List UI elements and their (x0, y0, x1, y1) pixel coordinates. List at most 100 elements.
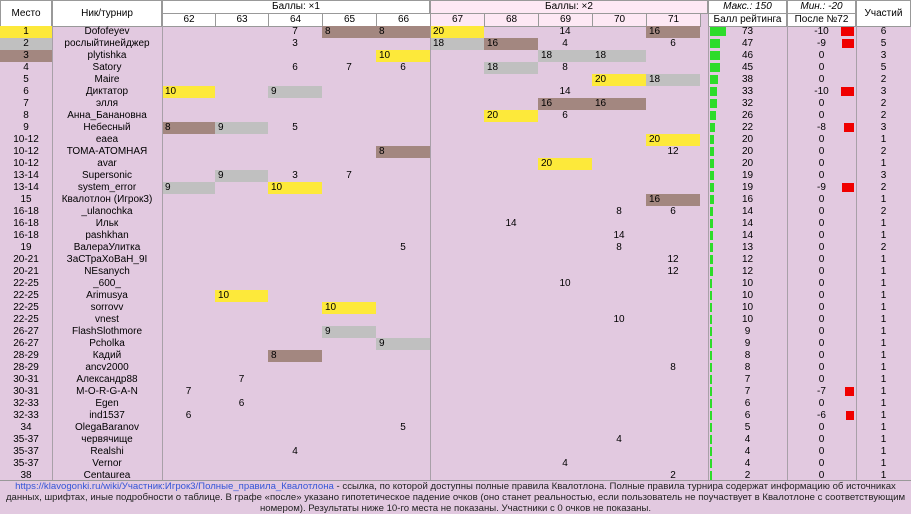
score-cell (484, 458, 538, 470)
score-cell (268, 110, 322, 122)
player-nick[interactable]: sorrovv (90, 302, 124, 313)
count-value: 1 (880, 218, 887, 229)
player-nick[interactable]: plytishka (87, 50, 127, 61)
score-cell: 10 (613, 314, 625, 325)
count-value: 2 (880, 110, 887, 121)
score-cell: 7 (346, 170, 352, 181)
player-nick[interactable]: Dofofeyev (84, 26, 130, 37)
rating-bar (710, 255, 713, 264)
player-nick[interactable]: eaea (95, 134, 119, 145)
place-cell: 19 (20, 242, 32, 253)
score-cell (538, 206, 592, 218)
player-nick[interactable]: Ильк (95, 218, 119, 229)
score-cell (162, 110, 215, 122)
player-nick[interactable]: Pcholka (89, 338, 125, 349)
player-nick[interactable]: Квалотлон (Игрок3) (61, 194, 153, 205)
score-cell (376, 398, 430, 410)
place-cell: 13-14 (13, 182, 39, 193)
score-cell (376, 122, 430, 134)
rating-value: 10 (741, 278, 754, 289)
player-nick[interactable]: avar (97, 158, 117, 169)
player-nick[interactable]: ancv2000 (85, 362, 129, 373)
player-nick[interactable]: Диктатор (85, 86, 129, 97)
player-nick[interactable]: рослыйтинейджер (64, 38, 150, 49)
count-value: 2 (880, 146, 887, 157)
player-nick[interactable]: червячище (81, 434, 133, 445)
player-nick[interactable]: Vernor (92, 458, 122, 469)
rules-link[interactable]: https://klavogonki.ru/wiki/Участник:Игро… (15, 481, 334, 492)
player-nick[interactable]: system_error (77, 182, 137, 193)
player-nick[interactable]: Maire (94, 74, 120, 85)
player-nick[interactable]: Небесный (83, 122, 131, 133)
player-nick[interactable]: Satory (92, 62, 122, 73)
player-nick[interactable]: Realshi (90, 446, 124, 457)
player-nick[interactable]: NEsanych (84, 266, 130, 277)
player-nick[interactable]: M-O-R-G-A-N (76, 386, 138, 397)
after-bar (844, 387, 854, 396)
score-cell (376, 326, 430, 338)
score-cell: 9 (268, 86, 322, 98)
player-nick[interactable]: Анна_Банановна (67, 110, 147, 121)
score-cell (162, 266, 215, 278)
player-nick[interactable]: _ulanochka (81, 206, 133, 217)
score-cell (162, 350, 215, 362)
player-nick[interactable]: pashkhan (85, 230, 129, 241)
score-cell (538, 218, 592, 230)
score-cell (376, 410, 430, 422)
rating-bar (710, 399, 712, 408)
rating-value: 20 (741, 146, 754, 157)
score-cell (162, 218, 215, 230)
score-cell (215, 134, 268, 146)
rating-bar (710, 243, 713, 252)
player-nick[interactable]: Александр88 (76, 374, 138, 385)
rating-value: 13 (741, 242, 754, 253)
score-cell (484, 206, 538, 218)
header-min: Мин.: -20 (787, 0, 856, 14)
player-nick[interactable]: _600_ (93, 278, 121, 289)
after-value: 0 (818, 242, 825, 253)
count-value: 1 (880, 374, 887, 385)
score-cell: 20 (538, 158, 592, 170)
player-nick[interactable]: Supersonic (81, 170, 133, 181)
score-cell (484, 386, 538, 398)
player-nick[interactable]: ЗаСТраХоВаН_9I (66, 254, 148, 265)
score-cell (592, 350, 646, 362)
score-cell (162, 278, 215, 290)
player-nick[interactable]: элля (96, 98, 118, 109)
player-nick[interactable]: ТОМА-АТОМНАЯ (66, 146, 148, 157)
place-cell: 16-18 (13, 218, 39, 229)
score-cell: 20 (592, 74, 646, 86)
score-cell: 8 (616, 206, 622, 217)
player-nick[interactable]: Arimusya (86, 290, 128, 301)
player-nick[interactable]: ВалераУлитка (73, 242, 141, 253)
player-nick[interactable]: Egen (95, 398, 119, 409)
table-row: 26-27 Pcholka 9 9 0 1 (0, 338, 911, 350)
player-nick[interactable]: Кадий (92, 350, 122, 361)
after-value: 0 (818, 314, 825, 325)
score-cell (215, 266, 268, 278)
score-cell (646, 122, 700, 134)
place-cell: 10-12 (13, 158, 39, 169)
score-cell (162, 302, 215, 314)
score-cell (376, 314, 430, 326)
rating-value: 8 (744, 362, 751, 373)
place-cell: 32-33 (13, 410, 39, 421)
score-cell (268, 374, 322, 386)
after-value: -6 (817, 410, 826, 421)
player-nick[interactable]: Centaurea (83, 470, 131, 481)
player-nick[interactable]: ind1537 (89, 410, 125, 421)
score-cell (268, 386, 322, 398)
place-cell: 22-25 (13, 290, 39, 301)
count-value: 1 (880, 446, 887, 457)
player-nick[interactable]: FlashSlothmore (71, 326, 143, 337)
player-nick[interactable]: OlegaBaranov (75, 422, 139, 433)
score-cell (215, 62, 268, 74)
score-cell (592, 254, 646, 266)
tournament-header-68: 68 (484, 13, 539, 27)
score-cell: 14 (559, 26, 571, 37)
score-cell (430, 326, 484, 338)
score-cell (322, 362, 376, 374)
header-max: Макс.: 150 (708, 0, 787, 14)
score-cell (162, 158, 215, 170)
player-nick[interactable]: vnest (95, 314, 119, 325)
